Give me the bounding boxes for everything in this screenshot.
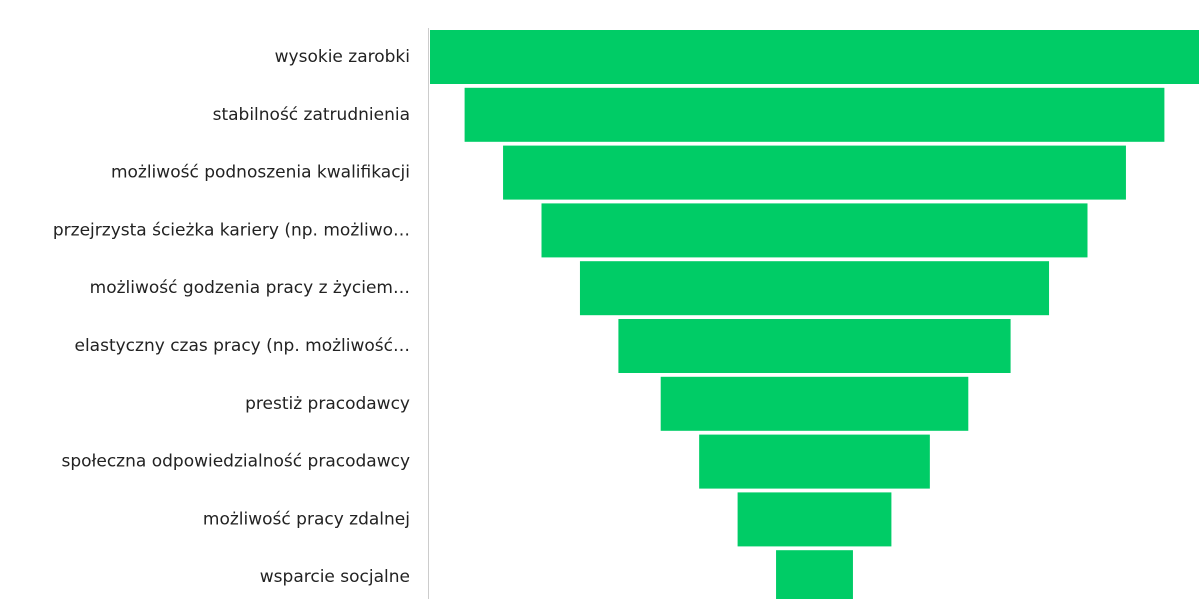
funnel-bar <box>464 87 1165 142</box>
funnel-bar <box>776 550 853 599</box>
category-label: wysokie zarobki <box>275 47 410 67</box>
funnel-bar <box>737 492 892 547</box>
funnel-bar <box>430 30 1199 84</box>
funnel-bar <box>618 319 1011 373</box>
category-label: stabilność zatrudnienia <box>213 105 410 125</box>
funnel-bar <box>579 261 1050 316</box>
funnel-bar <box>503 145 1126 200</box>
category-label: możliwość pracy zdalnej <box>203 509 410 529</box>
category-label: możliwość godzenia pracy z życiem… <box>90 278 410 298</box>
funnel-bar <box>699 434 930 489</box>
category-label: społeczna odpowiedzialność pracodawcy <box>62 452 411 472</box>
funnel-bar <box>541 203 1088 258</box>
category-label: elastyczny czas pracy (np. możliwość… <box>75 336 411 356</box>
category-label: możliwość podnoszenia kwalifikacji <box>111 163 410 183</box>
category-label: prestiż pracodawcy <box>245 394 410 414</box>
category-label: przejrzysta ścieżka kariery (np. możliwo… <box>53 220 410 240</box>
category-label: wsparcie socjalne <box>260 567 410 587</box>
funnel-bar <box>660 376 969 431</box>
